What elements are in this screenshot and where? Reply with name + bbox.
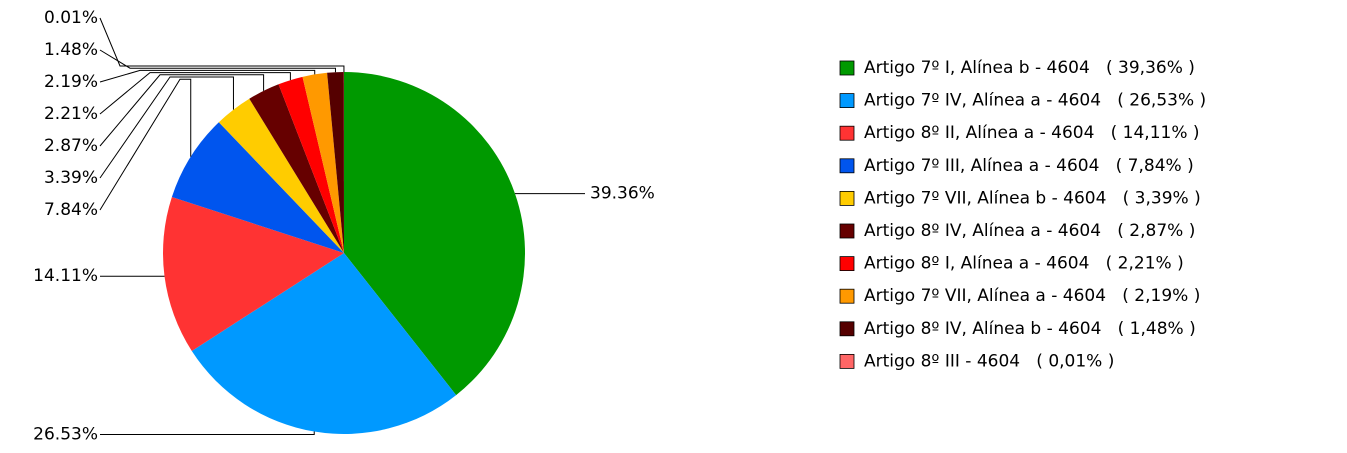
legend-swatch — [840, 224, 854, 238]
legend-label: Artigo 7º VII, Alínea a - 4604 ( 2,19% ) — [864, 286, 1200, 306]
data-label: 0.01% — [44, 8, 98, 28]
data-label: 2.19% — [44, 72, 98, 92]
legend-label: Artigo 7º IV, Alínea a - 4604 ( 26,53% ) — [864, 91, 1206, 111]
data-label: 1.48% — [44, 40, 98, 60]
legend-swatch — [840, 289, 854, 303]
legend-swatch — [840, 322, 854, 336]
data-label: 3.39% — [44, 168, 98, 188]
data-label: 7.84% — [44, 200, 98, 220]
legend-label: Artigo 8º IV, Alínea b - 4604 ( 1,48% ) — [864, 319, 1196, 339]
data-label: 39.36% — [590, 184, 655, 204]
legend-swatch — [840, 159, 854, 173]
legend-label: Artigo 7º VII, Alínea b - 4604 ( 3,39% ) — [864, 188, 1201, 208]
legend-label: Artigo 8º III - 4604 ( 0,01% ) — [864, 351, 1114, 371]
legend-swatch — [840, 94, 854, 108]
legend-swatch — [840, 126, 854, 140]
legend-label: Artigo 7º I, Alínea b - 4604 ( 39,36% ) — [864, 58, 1195, 78]
legend-label: Artigo 8º IV, Alínea a - 4604 ( 2,87% ) — [864, 221, 1195, 241]
data-label: 2.87% — [44, 136, 98, 156]
legend-label: Artigo 8º II, Alínea a - 4604 ( 14,11% ) — [864, 123, 1200, 143]
leader-line — [100, 432, 314, 435]
leader-line — [100, 50, 335, 72]
legend-label: Artigo 8º I, Alínea a - 4604 ( 2,21% ) — [864, 254, 1184, 274]
legend-swatch — [840, 257, 854, 271]
data-label: 14.11% — [33, 266, 98, 286]
data-label: 2.21% — [44, 104, 98, 124]
leader-line — [100, 18, 344, 72]
legend-swatch — [840, 191, 854, 205]
legend-swatch — [840, 354, 854, 368]
data-label: 26.53% — [33, 425, 98, 445]
legend-swatch — [840, 61, 854, 75]
legend-label: Artigo 7º III, Alínea a - 4604 ( 7,84% ) — [864, 156, 1194, 176]
